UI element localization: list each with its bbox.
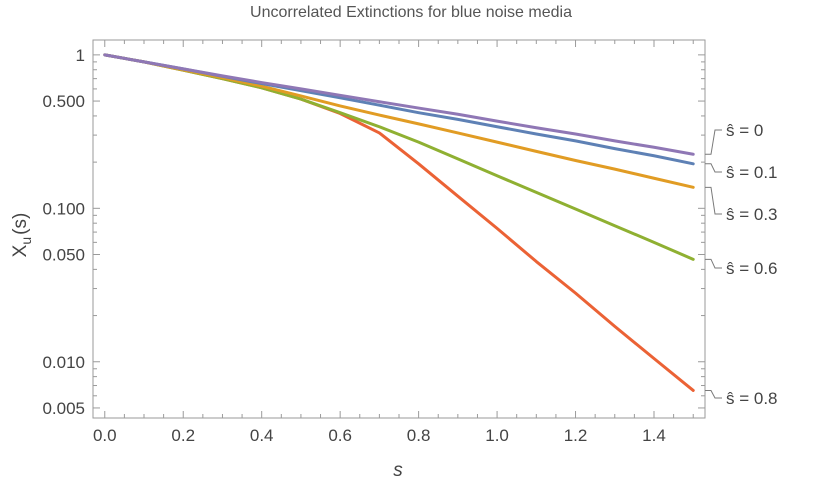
series-line-2 bbox=[103, 53, 695, 189]
legend-label: ŝ = 0.3 bbox=[726, 205, 778, 224]
legend: ŝ = 0 ŝ = 0.1 ŝ = 0.3 ŝ = 0.6 ŝ = 0.8 bbox=[705, 121, 778, 408]
x-tick-label: 0.8 bbox=[407, 426, 431, 445]
y-axis-label-sub: u bbox=[18, 237, 34, 245]
legend-label: ŝ = 0 bbox=[726, 121, 763, 140]
x-axis-label: s bbox=[393, 460, 403, 481]
y-axis-label: Xu (s) bbox=[10, 213, 34, 258]
series-line-0 bbox=[103, 53, 695, 156]
plot-frame bbox=[92, 39, 706, 419]
y-axis-label-main: X bbox=[10, 244, 31, 257]
x-tick-label: 1.4 bbox=[642, 426, 666, 445]
y-tick-label: 0.005 bbox=[42, 399, 85, 418]
series-line-3 bbox=[103, 53, 695, 261]
y-tick-label: 0.050 bbox=[42, 246, 85, 265]
legend-leader-line bbox=[705, 258, 722, 269]
legend-label: ŝ = 0.6 bbox=[726, 259, 778, 278]
legend-leader-line bbox=[705, 163, 722, 173]
y-tick-label: 0.010 bbox=[42, 353, 85, 372]
chart-title: Uncorrelated Extinctions for blue noise … bbox=[250, 4, 572, 21]
legend-leader-line bbox=[705, 389, 722, 399]
legend-leader-line bbox=[705, 186, 722, 215]
x-tick-label: 0.6 bbox=[328, 426, 352, 445]
y-tick-label: 1 bbox=[76, 46, 85, 65]
x-tick-label: 0.2 bbox=[171, 426, 195, 445]
y-axis: 1 0.500 0.100 0.050 0.010 0.005 bbox=[42, 46, 705, 418]
plot-border bbox=[92, 39, 706, 419]
x-axis: 0.0 0.2 0.4 0.6 0.8 1.0 1.2 1.4 bbox=[93, 40, 694, 445]
y-axis-label-arg: (s) bbox=[10, 213, 31, 235]
y-tick-label: 0.100 bbox=[42, 199, 85, 218]
legend-label: ŝ = 0.8 bbox=[726, 389, 778, 408]
series-layer bbox=[103, 53, 695, 392]
x-tick-label: 0.4 bbox=[250, 426, 274, 445]
legend-label: ŝ = 0.1 bbox=[726, 163, 778, 182]
x-tick-label: 1.2 bbox=[564, 426, 588, 445]
x-tick-label: 0.0 bbox=[93, 426, 117, 445]
legend-leader-line bbox=[705, 129, 722, 155]
y-tick-label: 0.500 bbox=[42, 92, 85, 111]
x-tick-label: 1.0 bbox=[485, 426, 509, 445]
